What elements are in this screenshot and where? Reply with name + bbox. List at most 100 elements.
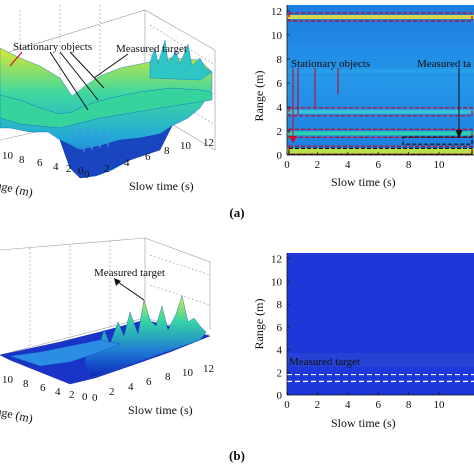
heatmap-b-texture [287, 352, 474, 367]
surface-b-xticks: 0 2 4 6 8 10 12 [92, 363, 214, 404]
heatmap-b-annotation-target: Measured target [289, 356, 360, 368]
svg-text:10: 10 [2, 374, 14, 386]
surface-b-ridge [9, 339, 121, 367]
surface-b-box [0, 237, 211, 356]
heatmap-a-axes: 0 2 4 6 8 10 0 2 4 6 8 10 12 [271, 5, 474, 171]
surface-a-yticks: 10 8 6 4 2 0 [2, 150, 84, 177]
surface-a-spikes [149, 39, 213, 81]
caption-b: (b) [229, 448, 245, 463]
heatmap-b-xtick-label: 6 [375, 399, 381, 411]
heatmap-b-ytick-label: 10 [271, 276, 283, 288]
surface-a-xtick-10: 10 [180, 140, 192, 152]
heatmap-b-xtick-label: 10 [434, 399, 446, 411]
heatmap-a-stationary-box [288, 128, 473, 138]
svg-text:10: 10 [182, 367, 194, 379]
surface-a-xtick-12: 12 [203, 137, 214, 149]
surface-a-base [59, 125, 173, 179]
heatmap-b-ytick-label: 0 [277, 390, 283, 402]
heatmap-a-ylabel: Range (m) [252, 71, 266, 122]
heatmap-b-ytick-label: 12 [271, 254, 282, 266]
heatmap-a-ytick-label: 12 [271, 6, 282, 18]
svg-text:8: 8 [165, 371, 171, 383]
heatmap-a-xtick-label: 8 [406, 159, 412, 171]
svg-text:6: 6 [146, 376, 152, 388]
heatmap-a-xtick-label: 0 [284, 159, 290, 171]
heatmap-a-annotation-stationary: Stationary objects [291, 58, 370, 70]
heatmap-a-ytick-label: 6 [277, 78, 283, 90]
surface-b-peaks [84, 295, 207, 379]
heatmap-b-ytick-label: 6 [277, 322, 283, 334]
surface-a-xlabel: Slow time (s) [129, 179, 194, 193]
heatmap-a-xlabel: Slow time (s) [331, 175, 396, 189]
heatmap-b-xtick-label: 4 [345, 399, 351, 411]
surface-a-xtick-4: 4 [124, 157, 130, 169]
heatmap-b-plot [287, 253, 474, 395]
heatmap-a-target-box [402, 136, 473, 145]
surface-a-xtick-6: 6 [145, 151, 151, 163]
svg-text:2: 2 [69, 389, 75, 401]
heatmap-a-bands [287, 15, 474, 155]
svg-text:0: 0 [92, 392, 98, 404]
surface-b-arrowhead [114, 278, 121, 286]
heatmap-a-boxes [288, 12, 473, 155]
heatmap-b-ylabel: Range (m) [252, 299, 266, 350]
surface-a-xtick-0: 0 [84, 169, 90, 181]
heatmap-a-ytick-label: 2 [277, 126, 283, 138]
surface-b-xlabel: Slow time (s) [128, 403, 193, 417]
svg-text:2: 2 [66, 163, 72, 175]
heatmap-a-xtick-label: 6 [375, 159, 381, 171]
svg-text:0: 0 [78, 165, 84, 177]
heatmap-a-stationary-box [288, 145, 473, 155]
heatmap-a-xtick-label: 10 [434, 159, 446, 171]
svg-text:6: 6 [37, 157, 43, 169]
svg-text:4: 4 [55, 386, 61, 398]
heatmap-a-ytick-label: 0 [277, 150, 283, 162]
heatmap-b-ytick-label: 2 [277, 367, 283, 379]
heatmap-a-stationary-band [287, 131, 474, 136]
panel-b-surface: Measured target 0 2 4 6 8 10 12 Slow tim… [0, 237, 214, 426]
heatmap-b-xtick-label: 0 [284, 399, 290, 411]
surface-a-xtick-8: 8 [164, 145, 170, 157]
panel-a-surface: Stationary objects Measured target 0 2 4… [0, 5, 216, 200]
caption-a: (a) [229, 205, 244, 220]
heatmap-a-bottom-box [288, 147, 473, 155]
surface-a-annotation-target: Measured target [116, 43, 187, 55]
svg-text:8: 8 [19, 154, 25, 166]
heatmap-a-stationary-box [288, 107, 473, 117]
heatmap-a-stationary-band [287, 109, 474, 114]
heatmap-b-axes: 0 2 4 6 8 10 0 2 4 6 8 10 12 [271, 253, 474, 411]
surface-a-front-ridge [0, 87, 213, 129]
heatmap-a-ytick-label: 10 [271, 30, 283, 42]
heatmap-a-ytick-label: 8 [277, 54, 283, 66]
surface-b-ylabel: Range (m) [0, 401, 34, 425]
surface-b-arrow [117, 281, 145, 301]
heatmap-b-ytick-label: 4 [277, 345, 283, 357]
heatmap-a-xtick-label: 4 [345, 159, 351, 171]
heatmap-a-bottom-band [287, 148, 474, 155]
heatmap-b-ytick-label: 8 [277, 299, 283, 311]
heatmap-a-ytick-label: 4 [277, 102, 283, 114]
heatmap-a-annotation-target: Measured ta [417, 58, 471, 70]
heatmap-b-faint-band [287, 352, 474, 367]
surface-a-ylabel: Range (m) [0, 175, 34, 199]
heatmap-b-xtick-label: 2 [315, 399, 321, 411]
heatmap-b-xlabel: Slow time (s) [331, 416, 396, 430]
surface-a-xtick-2: 2 [104, 163, 110, 175]
svg-text:10: 10 [2, 150, 14, 162]
panel-b-heatmap: Measured target 0 2 4 6 8 10 0 2 4 6 8 10 12 Slow ti… [252, 253, 474, 430]
heatmap-a-stationary-box [288, 12, 473, 22]
panel-a-heatmap: Stationary objects Measured ta 0 2 4 6 8 10 0 2… [252, 5, 474, 189]
surface-a-annotation-stationary: Stationary objects [13, 41, 92, 53]
surface-b-yticks: 10 8 6 4 2 0 [2, 374, 88, 403]
svg-text:4: 4 [128, 381, 134, 393]
heatmap-a-faint-band [287, 69, 474, 73]
svg-text:12: 12 [203, 363, 214, 375]
heatmap-a-arrows [289, 68, 463, 144]
heatmap-a-stationary-band [287, 15, 474, 19]
svg-text:4: 4 [53, 161, 59, 173]
surface-b-annotation-target: Measured target [94, 267, 165, 279]
svg-text:8: 8 [23, 378, 29, 390]
svg-text:0: 0 [82, 391, 88, 403]
heatmap-a-xtick-label: 2 [315, 159, 321, 171]
